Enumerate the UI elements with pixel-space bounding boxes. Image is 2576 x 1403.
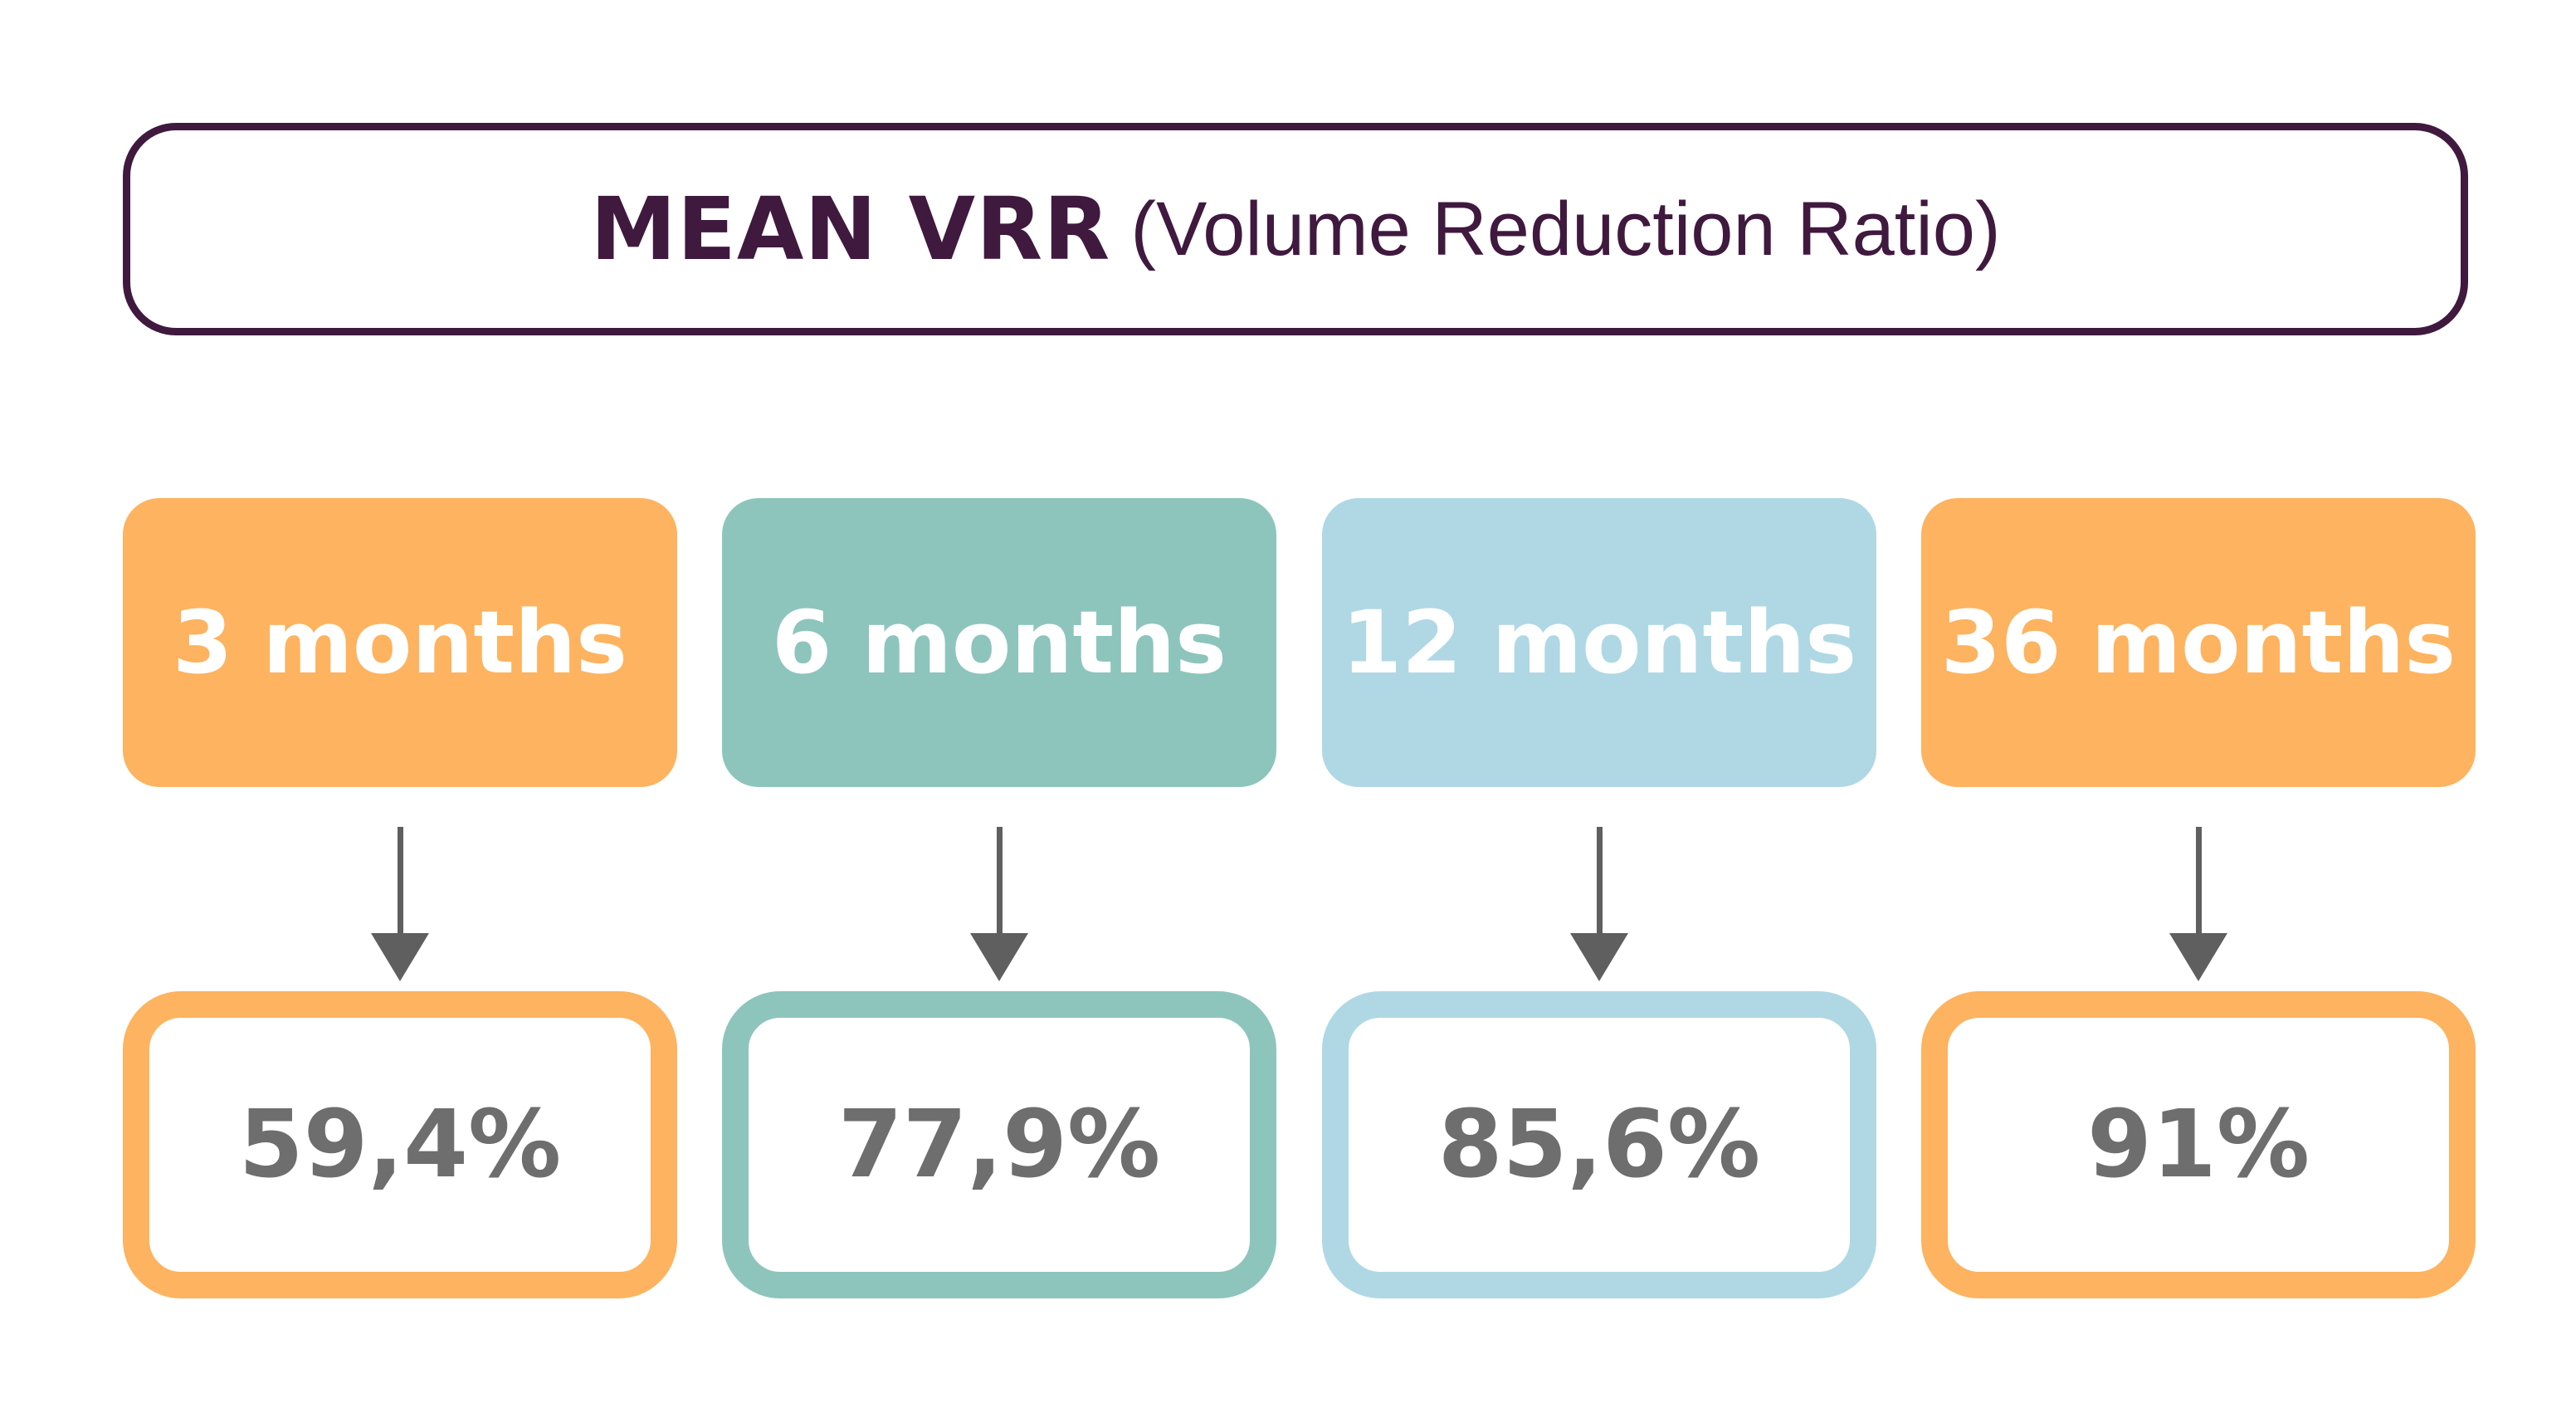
period-box-12-months: 12 months (1322, 498, 1876, 787)
title-subtitle: (Volume Reduction Ratio) (1130, 186, 2001, 271)
period-box-6-months: 6 months (722, 498, 1276, 787)
value-label: 91% (2086, 1091, 2310, 1199)
period-label: 36 months (1940, 592, 2456, 693)
value-label: 59,4% (238, 1091, 562, 1199)
value-label: 77,9% (837, 1091, 1161, 1199)
period-box-36-months: 36 months (1921, 498, 2476, 787)
value-box-36-months: 91% (1921, 991, 2476, 1298)
down-arrow-icon (970, 827, 1028, 981)
value-box-12-months: 85,6% (1322, 991, 1876, 1298)
period-label: 6 months (771, 592, 1227, 693)
value-box-6-months: 77,9% (722, 991, 1276, 1298)
title-box: MEAN VRR (Volume Reduction Ratio) (123, 123, 2468, 335)
period-label: 12 months (1341, 592, 1857, 693)
period-box-3-months: 3 months (123, 498, 677, 787)
down-arrow-icon (1570, 827, 1628, 981)
down-arrow-icon (2169, 827, 2227, 981)
value-label: 85,6% (1437, 1091, 1761, 1199)
value-box-3-months: 59,4% (123, 991, 677, 1298)
period-label: 3 months (172, 592, 628, 693)
down-arrow-icon (371, 827, 429, 981)
title-main: MEAN VRR (590, 178, 1111, 280)
